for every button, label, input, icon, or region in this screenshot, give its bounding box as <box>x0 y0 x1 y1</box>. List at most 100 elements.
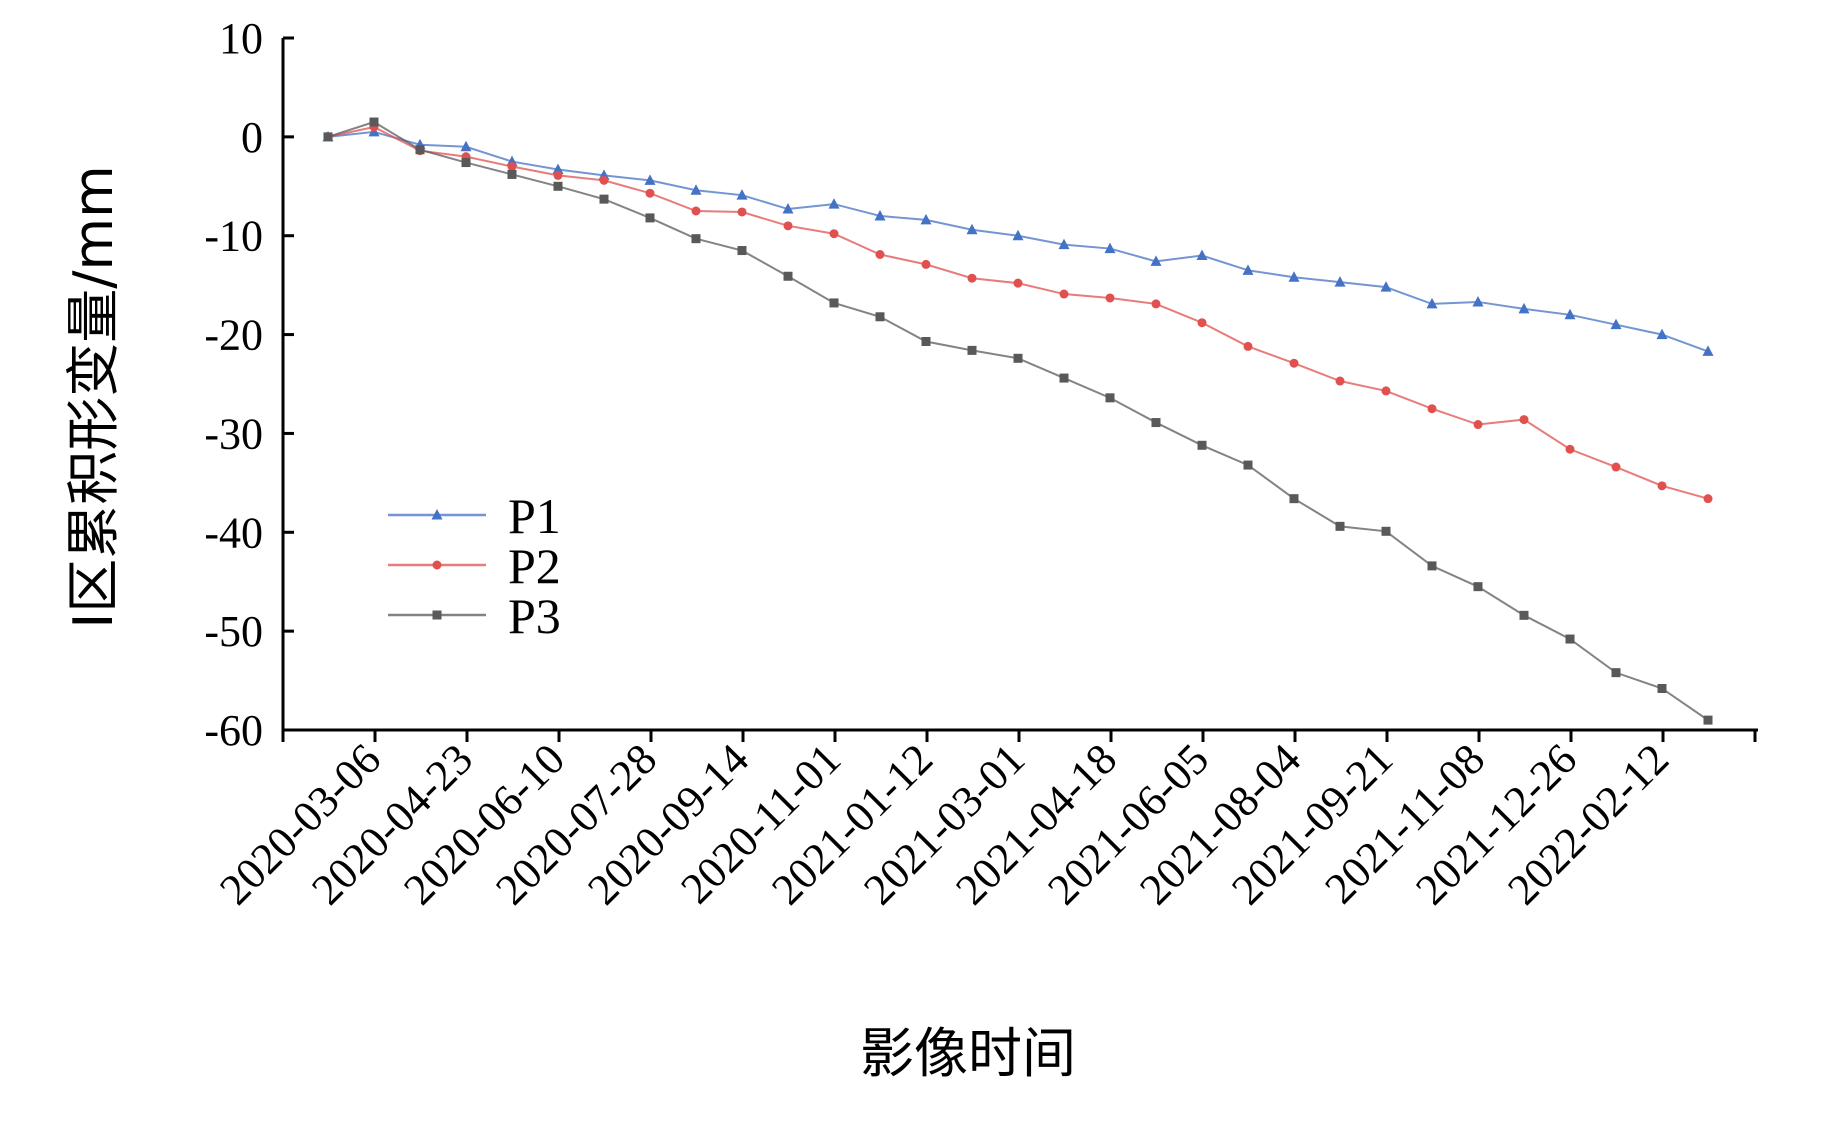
series-p3-point <box>1059 373 1069 383</box>
series-p1-point <box>828 198 840 209</box>
series-p1-line <box>327 130 1709 353</box>
series-p1-point <box>1058 238 1070 250</box>
series-p2-point <box>507 162 517 172</box>
series-p3 <box>323 117 1713 725</box>
series-p3-point <box>1151 418 1161 428</box>
y-axis-title: I区累积形变量/mm <box>62 165 125 628</box>
series-p2-point <box>967 273 977 283</box>
series-p1-point <box>1334 276 1346 287</box>
series-p3-point <box>829 298 839 308</box>
series-p2-point <box>1565 444 1575 454</box>
legend-p1-label: P1 <box>508 488 561 544</box>
y-axis: 10 0 -10 -20 -30 -40 -50 -60 <box>204 14 294 755</box>
series-p1-point <box>1196 249 1208 260</box>
series-p1-point <box>1702 345 1714 356</box>
y-tick-label: -10 <box>204 212 263 261</box>
series-p2-point <box>783 221 793 231</box>
y-tick-label: -30 <box>204 409 263 458</box>
series-p2-point <box>1059 289 1069 299</box>
series-p2-point <box>1335 376 1345 386</box>
series-p3-point <box>369 117 379 127</box>
series-p3-point <box>507 169 517 179</box>
series-p1-point <box>460 140 472 152</box>
series-p2-point <box>921 259 931 269</box>
series-p3-point <box>1105 393 1115 403</box>
series-p1 <box>322 125 1714 356</box>
series-p3-point <box>1519 610 1529 620</box>
series-p1-point <box>736 189 748 200</box>
series-p1-point <box>1150 255 1162 266</box>
series-p3-point <box>967 345 977 355</box>
series-p2-point <box>1381 386 1391 396</box>
series-p3-point <box>737 246 747 256</box>
series-p3-point <box>783 271 793 281</box>
series-p3-point <box>415 145 425 155</box>
legend-p3-label: P3 <box>508 588 561 644</box>
series-p1-point <box>1426 297 1438 309</box>
series-layer <box>322 117 1714 725</box>
series-p2-point <box>1611 462 1621 472</box>
series-p1-point <box>1610 318 1622 330</box>
series-p2-point <box>1013 278 1023 288</box>
series-p1-point <box>1564 308 1576 320</box>
y-tick-label: 10 <box>219 14 263 63</box>
series-p1-point <box>690 184 702 195</box>
x-axis-title: 影像时间 <box>860 1022 1076 1085</box>
series-p1-point <box>966 223 978 235</box>
series-p2-point <box>1105 293 1115 303</box>
series-p1-point <box>1288 271 1300 282</box>
series-p3-point <box>323 132 333 142</box>
series-p1-point <box>1472 295 1484 307</box>
series-p2-point <box>1473 420 1483 430</box>
y-tick-label: -20 <box>204 311 263 360</box>
series-p1-point <box>782 203 794 214</box>
series-p2-line <box>327 125 1709 500</box>
series-p2-point <box>1151 299 1161 309</box>
series-p2-point <box>691 206 701 216</box>
series-p3-point <box>1657 683 1667 693</box>
series-p1-point <box>1518 302 1530 314</box>
series-p1-point <box>1380 281 1392 292</box>
legend-p1-marker <box>431 509 443 520</box>
series-p1-point <box>1104 242 1116 254</box>
series-p1-point <box>644 174 656 185</box>
series-p3-point <box>1335 521 1345 531</box>
y-tick-label: 0 <box>241 113 263 162</box>
series-p2-point <box>1703 494 1713 504</box>
series-p1-point <box>1656 328 1668 340</box>
legend-p2-label: P2 <box>508 538 561 594</box>
series-p3-point <box>1565 634 1575 644</box>
series-p2 <box>323 122 1713 504</box>
series-p2-point <box>1427 404 1437 414</box>
series-p3-point <box>1427 561 1437 571</box>
series-p2-point <box>553 170 563 180</box>
series-p2-point <box>1289 358 1299 368</box>
series-p2-point <box>875 249 885 259</box>
series-p3-point <box>1381 526 1391 536</box>
series-p3-point <box>1197 440 1207 450</box>
legend-p2-marker <box>432 560 442 570</box>
series-p3-point <box>691 234 701 244</box>
series-p2-point <box>1657 481 1667 491</box>
x-axis: 2020-03-062020-04-232020-06-102020-07-28… <box>210 728 1758 914</box>
series-p3-point <box>645 213 655 223</box>
legend-p3-marker <box>432 610 442 620</box>
series-p2-point <box>1197 318 1207 328</box>
series-p3-point <box>1611 668 1621 678</box>
series-p2-point <box>645 188 655 198</box>
series-p3-point <box>875 312 885 322</box>
series-p1-point <box>920 213 932 225</box>
series-p3-point <box>599 194 609 204</box>
y-tick-label: -60 <box>204 706 263 755</box>
series-p2-point <box>599 175 609 185</box>
series-p3-point <box>1289 494 1299 504</box>
series-p3-point <box>1243 460 1253 470</box>
y-tick-label: -40 <box>204 508 263 557</box>
series-p2-point <box>737 207 747 217</box>
series-p1-point <box>874 209 886 221</box>
series-p3-point <box>1473 582 1483 592</box>
series-p3-point <box>1703 715 1713 725</box>
series-p3-point <box>921 336 931 346</box>
